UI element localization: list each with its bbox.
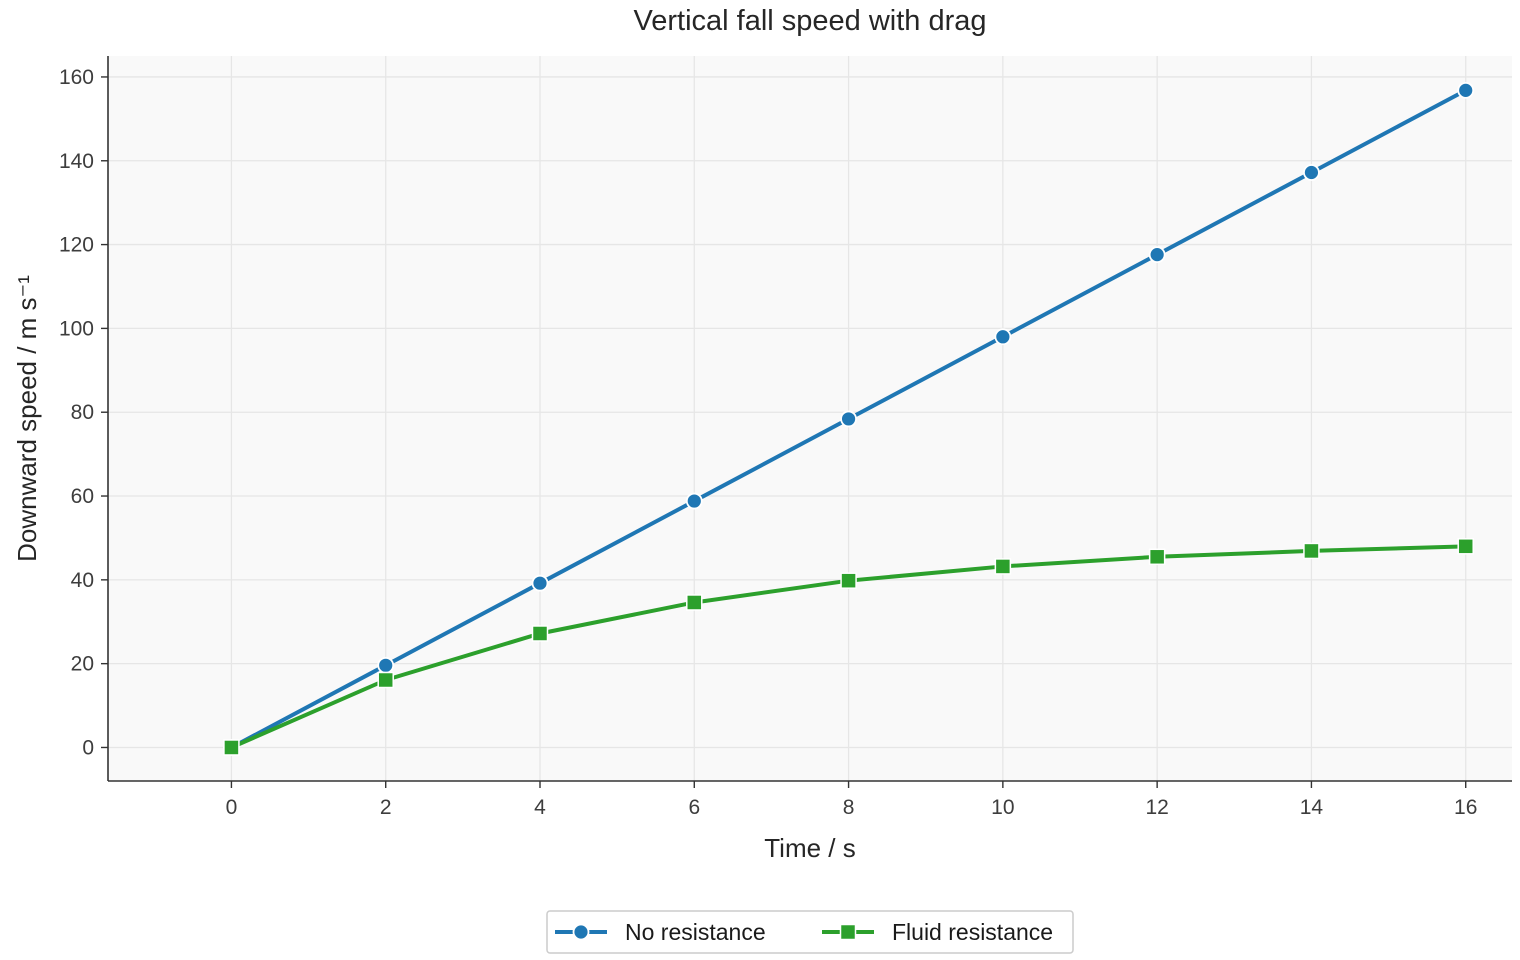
y-tick-label: 60 <box>71 485 94 508</box>
y-tick-label: 20 <box>71 653 94 676</box>
y-tick-label: 140 <box>59 150 94 173</box>
data-point <box>1303 542 1320 560</box>
data-point <box>1148 246 1166 264</box>
data-point <box>840 572 857 589</box>
x-tick-label: 12 <box>1145 796 1168 819</box>
y-axis-label: Downward speed / m s⁻¹ <box>12 275 42 562</box>
data-point <box>223 739 240 756</box>
x-tick-label: 16 <box>1454 796 1477 819</box>
data-point <box>1303 164 1320 181</box>
x-tick-label: 6 <box>688 796 700 819</box>
y-tick-label: 120 <box>59 234 94 257</box>
data-point <box>377 656 395 674</box>
series-1 <box>223 538 1474 756</box>
x-tick-label: 14 <box>1300 796 1324 819</box>
series-0 <box>223 81 1475 756</box>
data-point <box>1148 548 1166 566</box>
y-tick-label: 40 <box>71 569 94 592</box>
data-point <box>531 625 549 642</box>
legend-label: No resistance <box>625 919 766 945</box>
legend-marker <box>572 923 590 941</box>
data-point <box>377 671 394 689</box>
x-tick-label: 2 <box>380 796 392 819</box>
legend-entry: No resistance <box>555 919 766 945</box>
x-tick-label: 10 <box>991 796 1014 819</box>
y-axis-ticks: 0 20 40 60 80 100 120 140 160 <box>59 66 108 759</box>
y-tick-label: 100 <box>59 317 94 340</box>
data-point <box>994 328 1012 346</box>
x-axis-ticks: 0 2 4 6 8 10 12 14 16 <box>226 781 1477 819</box>
y-tick-label: 0 <box>82 736 94 759</box>
legend-entry: Fluid resistance <box>822 919 1053 945</box>
axes <box>107 56 1512 782</box>
x-tick-label: 0 <box>226 796 238 819</box>
legend-box <box>546 910 1074 954</box>
data-point <box>840 410 857 428</box>
plot-area <box>108 56 1512 781</box>
data-point <box>685 492 703 510</box>
chart-title: Vertical fall speed with drag <box>633 5 986 37</box>
legend-marker <box>839 923 857 941</box>
x-tick-label: 8 <box>843 796 855 819</box>
x-axis-label: Time / s <box>764 833 855 863</box>
y-tick-label: 160 <box>59 66 94 89</box>
data-point <box>1457 81 1475 99</box>
legend-label: Fluid resistance <box>892 919 1053 945</box>
data-point <box>531 574 549 592</box>
data-point <box>1457 538 1474 555</box>
y-tick-label: 80 <box>71 401 94 424</box>
x-tick-label: 4 <box>534 796 546 819</box>
series-layer <box>223 81 1475 756</box>
data-point <box>686 594 703 611</box>
data-point <box>994 558 1012 575</box>
legend: No resistance Fluid resistance <box>546 910 1074 954</box>
